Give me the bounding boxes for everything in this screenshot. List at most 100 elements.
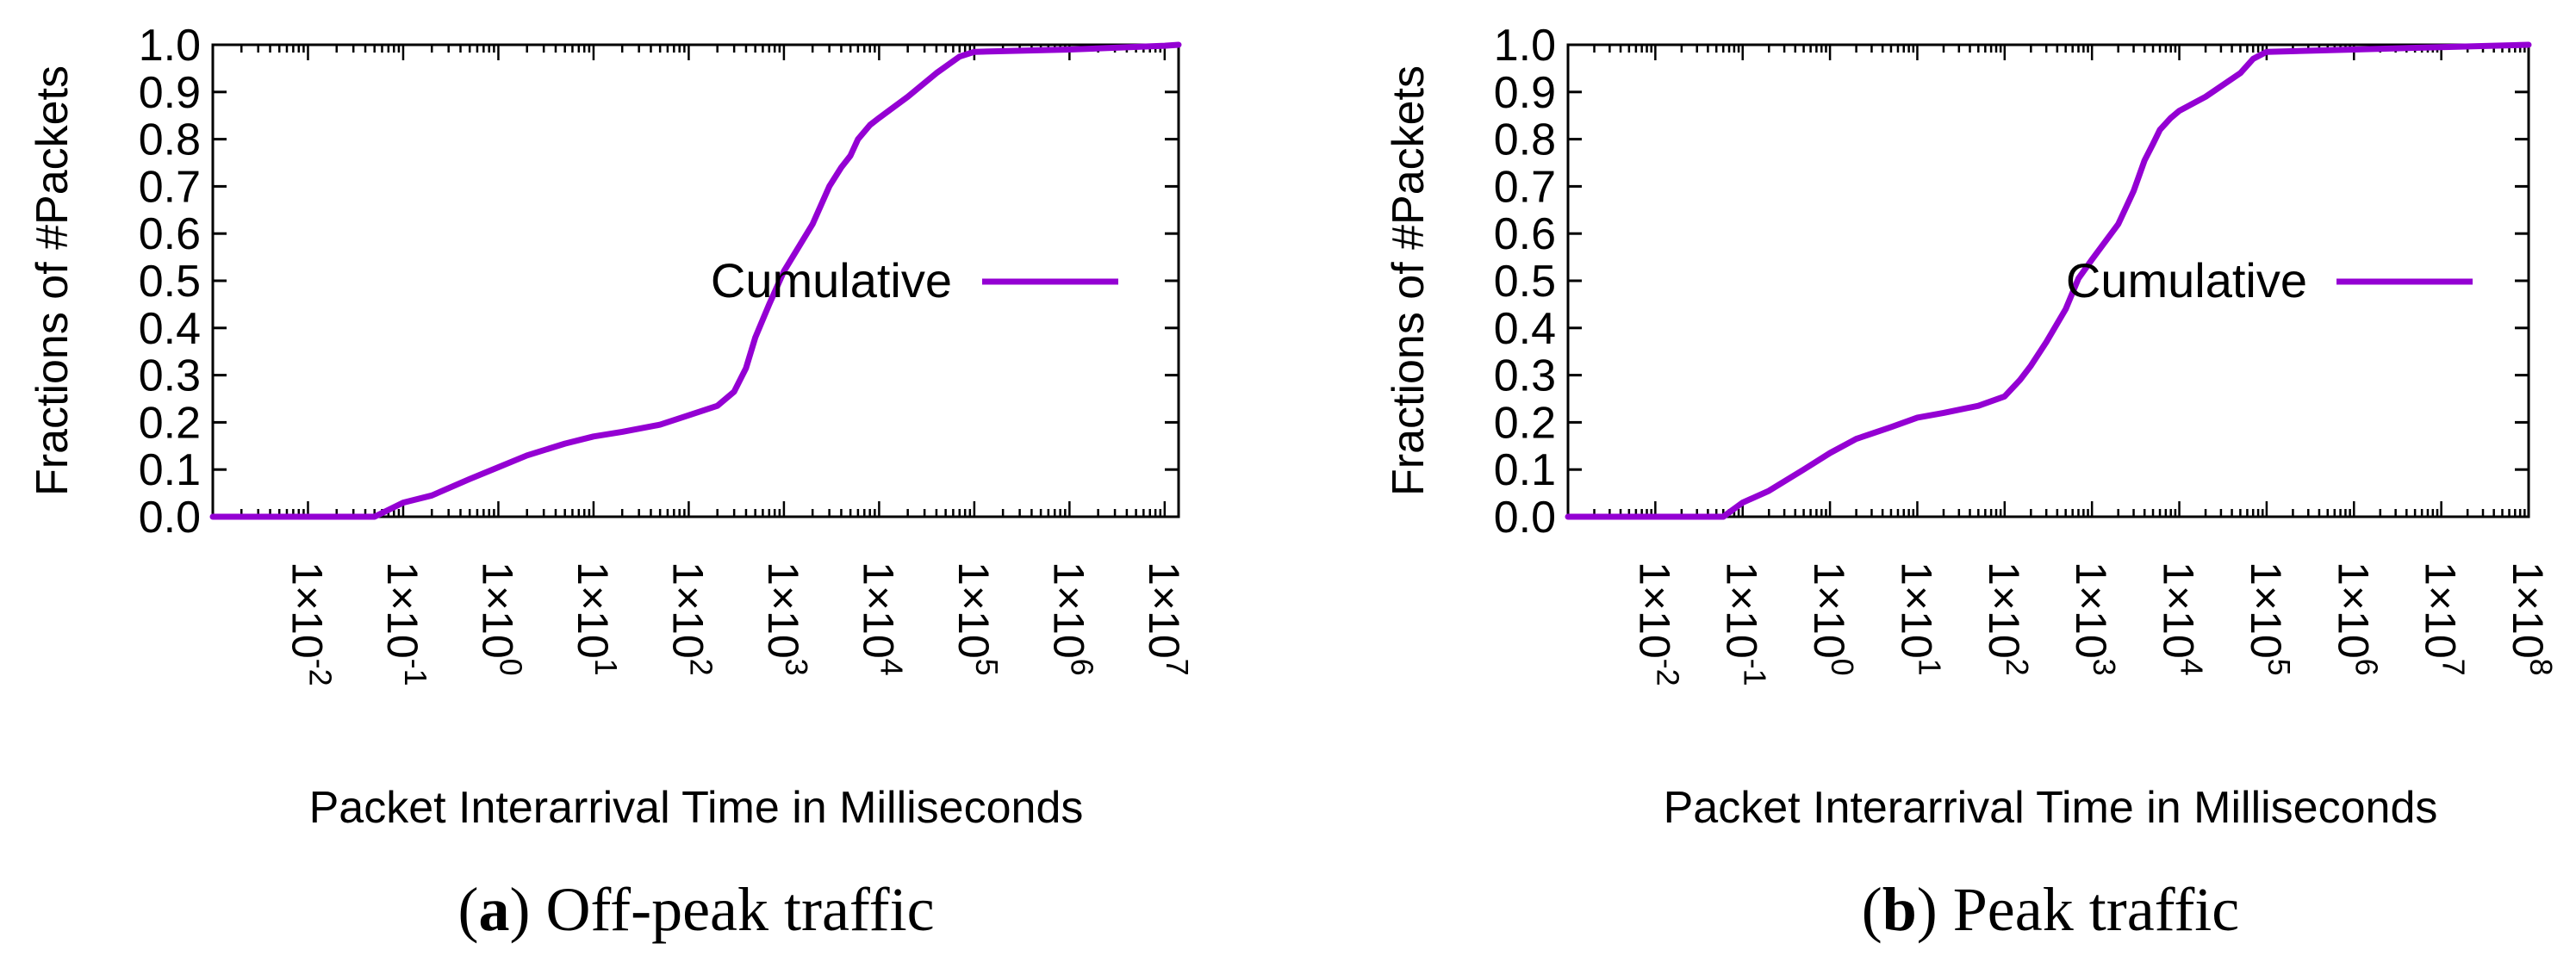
x-tick-mantissa: 1×10 bbox=[2504, 562, 2552, 659]
panel-label-letter: b bbox=[1882, 875, 1917, 944]
y-tick-label: 0.5 bbox=[1494, 257, 1556, 307]
x-tick-exponent: 5 bbox=[2262, 659, 2297, 676]
x-tick-mantissa: 1×10 bbox=[949, 562, 998, 659]
y-tick-label: 0.5 bbox=[139, 257, 201, 307]
y-tick-label: 0.8 bbox=[1494, 115, 1556, 165]
y-tick-label: 0.3 bbox=[1494, 351, 1556, 401]
y-tick-label: 0.6 bbox=[139, 209, 201, 259]
y-tick-label: 0.7 bbox=[139, 162, 201, 212]
x-tick-mantissa: 1×10 bbox=[1140, 562, 1188, 659]
x-tick-mantissa: 1×10 bbox=[663, 562, 712, 659]
x-tick-exponent: -1 bbox=[1738, 659, 1773, 686]
x-tick-mantissa: 1×10 bbox=[854, 562, 902, 659]
x-tick-labels: 1×10-21×10-11×1001×1011×1021×1031×1041×1… bbox=[283, 562, 1194, 686]
x-tick-exponent: 3 bbox=[2087, 659, 2122, 676]
chart-panel-off-peak: 0.00.10.20.30.40.50.60.70.80.91.0 1×10-2… bbox=[28, 21, 1195, 944]
x-tick-label: 1×10-1 bbox=[1718, 562, 1773, 686]
y-tick-label: 1.0 bbox=[139, 21, 201, 71]
y-tick-label: 0.9 bbox=[139, 68, 201, 118]
x-axis-label: Packet Interarrival Time in Milliseconds bbox=[1664, 783, 2438, 833]
x-tick-mantissa: 1×10 bbox=[2417, 562, 2465, 659]
x-tick-labels: 1×10-21×10-11×1001×1011×1021×1031×1041×1… bbox=[1630, 562, 2559, 686]
x-tick-mantissa: 1×10 bbox=[1805, 562, 1853, 659]
y-tick-label: 0.0 bbox=[139, 493, 201, 543]
x-tick-exponent: 1 bbox=[588, 659, 624, 676]
x-tick-label: 1×10-2 bbox=[1630, 562, 1685, 686]
x-tick-exponent: 4 bbox=[2175, 659, 2210, 676]
x-tick-label: 1×104 bbox=[2155, 562, 2210, 676]
y-tick-label: 1.0 bbox=[1494, 21, 1556, 71]
x-tick-mantissa: 1×10 bbox=[473, 562, 521, 659]
legend-label: Cumulative bbox=[711, 253, 952, 307]
y-axis-label: Fractions of #Packets bbox=[1384, 65, 1434, 496]
panel-caption-text: Peak traffic bbox=[1953, 875, 2240, 944]
x-tick-label: 1×105 bbox=[949, 562, 1005, 676]
y-tick-labels: 0.00.10.20.30.40.50.60.70.80.91.0 bbox=[139, 21, 201, 543]
x-tick-exponent: 3 bbox=[779, 659, 814, 676]
y-tick-label: 0.1 bbox=[139, 445, 201, 495]
x-tick-label: 1×102 bbox=[1980, 562, 2035, 676]
x-tick-exponent: 7 bbox=[2436, 659, 2472, 676]
x-tick-label: 1×106 bbox=[2329, 562, 2384, 676]
x-tick-exponent: 8 bbox=[2523, 659, 2559, 676]
x-tick-mantissa: 1×10 bbox=[1630, 562, 1678, 659]
x-tick-label: 1×107 bbox=[2417, 562, 2472, 676]
x-tick-mantissa: 1×10 bbox=[2242, 562, 2290, 659]
x-tick-mantissa: 1×10 bbox=[1892, 562, 1940, 659]
panel-label-letter: a bbox=[478, 875, 509, 944]
x-tick-exponent: 6 bbox=[1064, 659, 1099, 676]
y-tick-label: 0.6 bbox=[1494, 209, 1556, 259]
x-tick-label: 1×100 bbox=[1805, 562, 1860, 676]
y-tick-label: 0.3 bbox=[139, 351, 201, 401]
y-tick-label: 0.8 bbox=[139, 115, 201, 165]
y-tick-labels: 0.00.10.20.30.40.50.60.70.80.91.0 bbox=[1494, 21, 1556, 543]
x-tick-exponent: 2 bbox=[2000, 659, 2035, 676]
x-tick-label: 1×105 bbox=[2242, 562, 2297, 676]
x-tick-label: 1×106 bbox=[1044, 562, 1099, 676]
y-tick-label: 0.4 bbox=[139, 304, 201, 354]
y-tick-label: 0.9 bbox=[1494, 68, 1556, 118]
x-tick-exponent: -1 bbox=[398, 659, 433, 686]
x-tick-exponent: 5 bbox=[969, 659, 1005, 676]
x-tick-label: 1×10-1 bbox=[378, 562, 433, 686]
x-tick-label: 1×100 bbox=[473, 562, 528, 676]
chart-panel-peak: 0.00.10.20.30.40.50.60.70.80.91.0 1×10-2… bbox=[1384, 21, 2559, 944]
x-tick-mantissa: 1×10 bbox=[378, 562, 426, 659]
x-tick-label: 1×107 bbox=[1140, 562, 1195, 676]
x-tick-mantissa: 1×10 bbox=[2067, 562, 2115, 659]
cumulative-line bbox=[1565, 41, 2532, 520]
x-tick-label: 1×101 bbox=[1892, 562, 1947, 676]
x-tick-exponent: 6 bbox=[2349, 659, 2384, 676]
y-tick-label: 0.1 bbox=[1494, 445, 1556, 495]
x-tick-exponent: 0 bbox=[493, 659, 528, 676]
x-tick-exponent: -2 bbox=[302, 659, 338, 686]
x-tick-label: 1×10-2 bbox=[283, 562, 338, 686]
y-tick-label: 0.4 bbox=[1494, 304, 1556, 354]
y-tick-label: 0.2 bbox=[1494, 398, 1556, 448]
y-axis-label: Fractions of #Packets bbox=[28, 65, 78, 496]
x-tick-mantissa: 1×10 bbox=[283, 562, 331, 659]
x-tick-mantissa: 1×10 bbox=[1980, 562, 2028, 659]
x-tick-exponent: 1 bbox=[1912, 659, 1947, 676]
cumulative-line bbox=[209, 41, 1182, 520]
y-tick-label: 0.7 bbox=[1494, 162, 1556, 212]
x-tick-exponent: 4 bbox=[874, 659, 909, 676]
panel-caption: (a) Off-peak traffic bbox=[457, 875, 934, 944]
y-tick-label: 0.0 bbox=[1494, 493, 1556, 543]
x-axis-label: Packet Interarrival Time in Milliseconds bbox=[309, 783, 1084, 833]
x-tick-mantissa: 1×10 bbox=[759, 562, 807, 659]
x-tick-mantissa: 1×10 bbox=[1044, 562, 1092, 659]
x-tick-exponent: 0 bbox=[1825, 659, 1860, 676]
x-tick-mantissa: 1×10 bbox=[1718, 562, 1766, 659]
x-tick-label: 1×103 bbox=[759, 562, 814, 676]
x-tick-exponent: -2 bbox=[1650, 659, 1685, 686]
y-tick-label: 0.2 bbox=[139, 398, 201, 448]
panel-caption: (b) Peak traffic bbox=[1862, 875, 2240, 944]
x-tick-label: 1×108 bbox=[2504, 562, 2559, 676]
x-tick-exponent: 2 bbox=[683, 659, 719, 676]
x-tick-exponent: 7 bbox=[1160, 659, 1195, 676]
x-tick-label: 1×101 bbox=[569, 562, 624, 676]
panel-caption-text: Off-peak traffic bbox=[545, 875, 934, 944]
x-tick-mantissa: 1×10 bbox=[569, 562, 617, 659]
